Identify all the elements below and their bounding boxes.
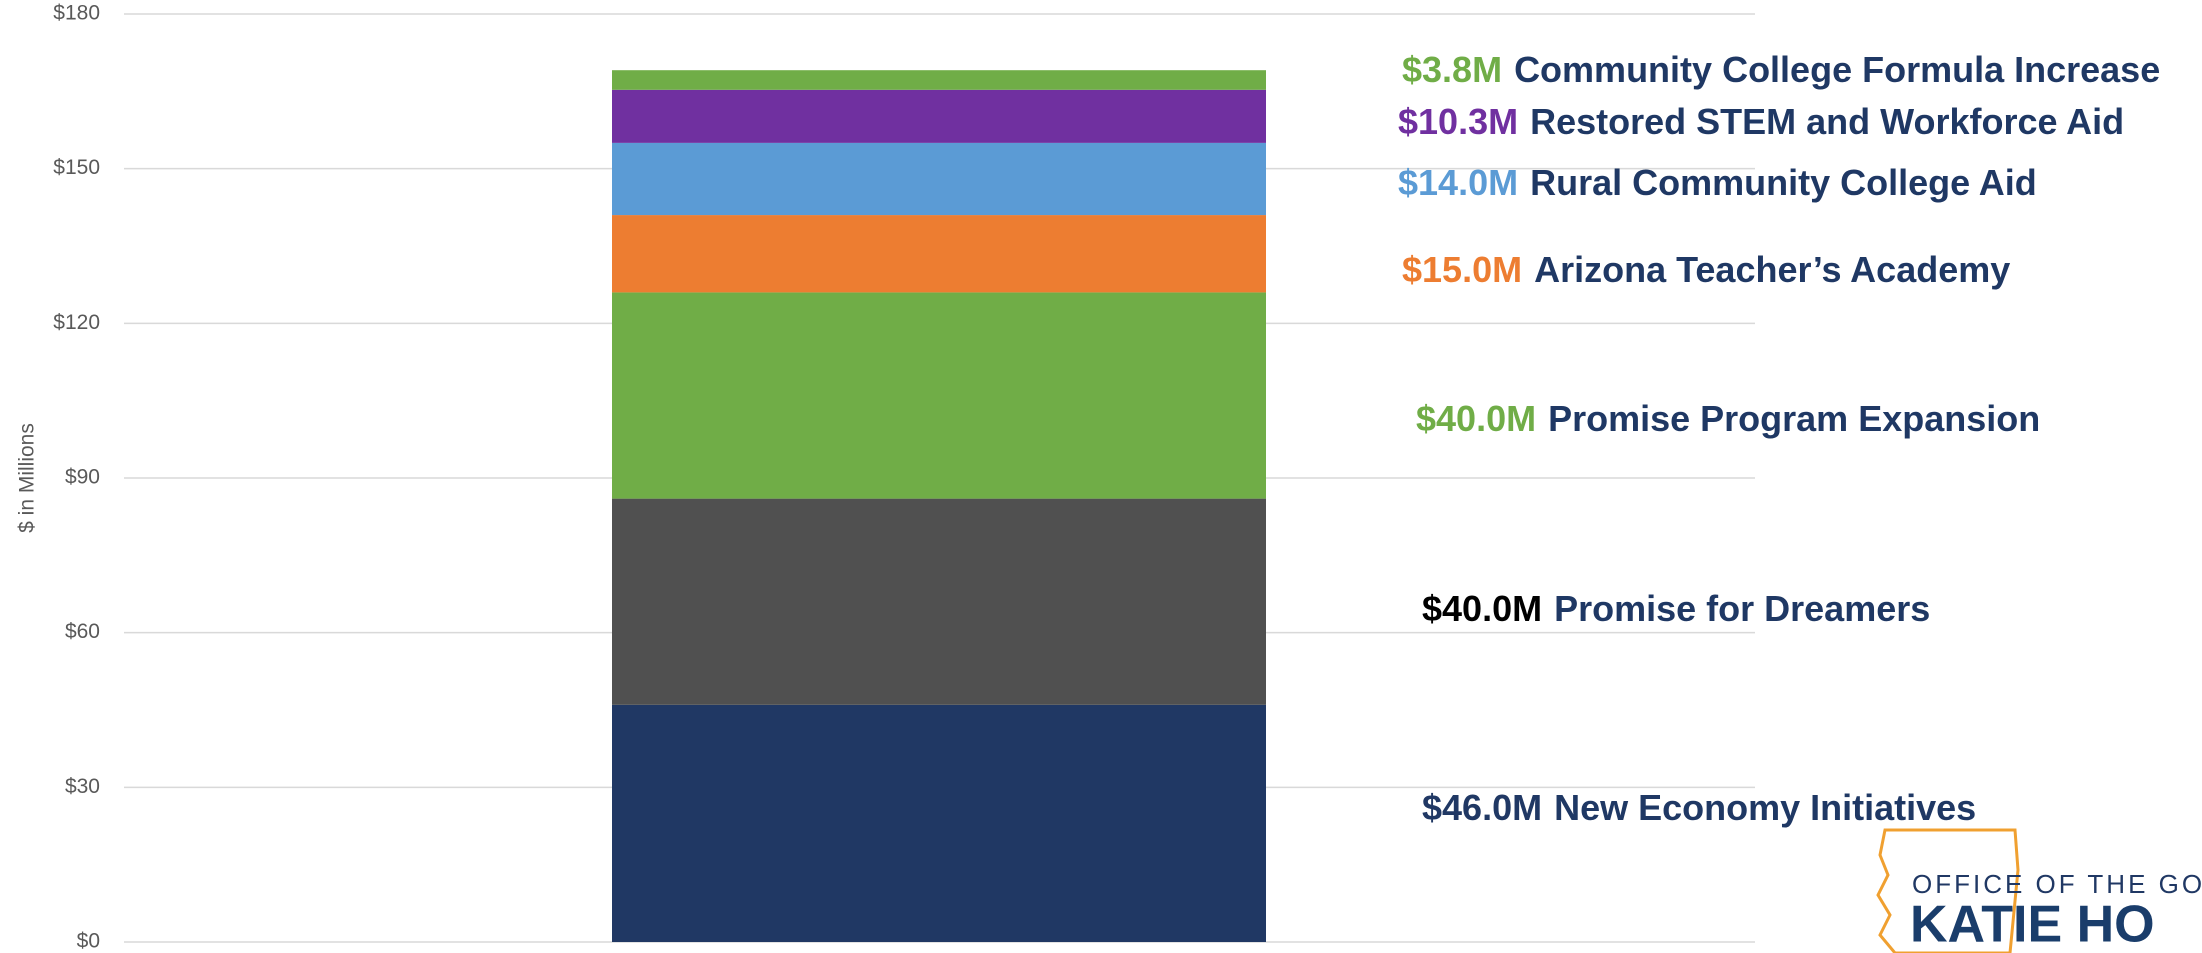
y-tick-label: $30 [65, 775, 100, 798]
logo-outline [1876, 828, 2020, 953]
legend-entry: Rural Community College Aid [1530, 162, 2037, 203]
y-tick-label: $90 [65, 466, 100, 489]
bar-segment [612, 215, 1266, 293]
y-tick-label: $180 [53, 2, 100, 25]
annotation: $40.0M Promise for Dreamers [1422, 588, 1930, 629]
bar-segment [612, 142, 1266, 216]
value-label: $46.0M [1422, 787, 1542, 828]
y-tick-label: $120 [53, 311, 100, 334]
annotation: $40.0M Promise Program Expansion [1416, 398, 2040, 439]
logo-line1: OFFICE OF THE GOV [1912, 869, 2202, 899]
annotation: $14.0M Rural Community College Aid [1398, 162, 2037, 203]
legend-entry: Restored STEM and Workforce Aid [1530, 101, 2124, 142]
bar-segment [612, 704, 1266, 942]
value-label: $40.0M [1416, 398, 1536, 439]
legend-entry: Community College Formula Increase [1514, 49, 2160, 90]
legend-entry: Promise Program Expansion [1548, 398, 2040, 439]
legend-entry: Promise for Dreamers [1554, 588, 1930, 629]
legend-entry: Arizona Teacher’s Academy [1534, 249, 2010, 290]
bar-segment [612, 89, 1266, 143]
y-tick-label: $0 [77, 930, 100, 953]
bar-segment [612, 70, 1266, 90]
y-tick-label: $60 [65, 620, 100, 643]
value-label: $10.3M [1398, 101, 1518, 142]
value-label: $40.0M [1422, 588, 1542, 629]
bar-segment [612, 498, 1266, 705]
y-tick-label: $150 [53, 156, 100, 179]
value-label: $3.8M [1402, 49, 1502, 90]
y-axis-label: $ in Millions [16, 423, 39, 533]
annotation: $3.8M Community College Formula Increase [1402, 49, 2160, 90]
annotation: $10.3M Restored STEM and Workforce Aid [1398, 101, 2124, 142]
value-label: $15.0M [1402, 249, 1522, 290]
bar-segment [612, 292, 1266, 499]
legend-entry: New Economy Initiatives [1554, 787, 1976, 828]
annotation: $15.0M Arizona Teacher’s Academy [1402, 249, 2010, 290]
annotation: $46.0M New Economy Initiatives [1422, 787, 1976, 828]
logo-line2: KATIE HO [1910, 896, 2155, 953]
value-label: $14.0M [1398, 162, 1518, 203]
